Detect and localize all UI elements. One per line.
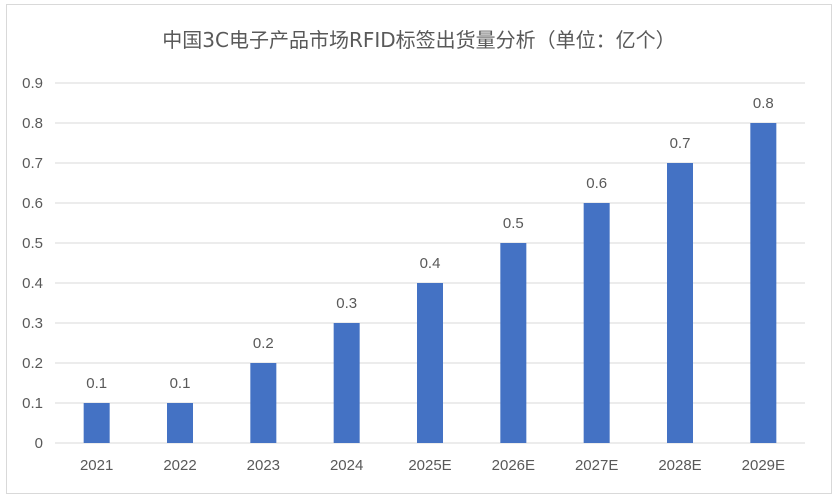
data-label: 0.7: [670, 135, 691, 152]
bar: [583, 203, 610, 443]
x-tick-label: 2026E: [492, 457, 535, 474]
bar: [167, 403, 193, 443]
bar: [250, 363, 277, 443]
data-label: 0.2: [253, 335, 274, 352]
y-tick-label: 0.4: [22, 275, 43, 292]
y-tick-label: 0.2: [22, 355, 43, 372]
x-tick-label: 2028E: [658, 457, 701, 474]
data-label: 0.5: [503, 215, 524, 232]
data-label: 0.1: [170, 375, 191, 392]
y-tick-label: 0.9: [22, 75, 43, 92]
data-label: 0.6: [586, 175, 607, 192]
x-tick-label: 2024: [330, 457, 363, 474]
chart-title: 中国3C电子产品市场RFID标签出货量分析（单位：亿个）: [162, 28, 676, 52]
x-tick-label: 2023: [247, 457, 280, 474]
data-label: 0.4: [420, 255, 441, 272]
y-tick-label: 0.7: [22, 155, 43, 172]
bar: [417, 283, 443, 443]
y-tick-label: 0.8: [22, 115, 43, 132]
bar: [667, 163, 693, 443]
x-tick-label: 2025E: [408, 457, 451, 474]
y-tick-label: 0.3: [22, 315, 43, 332]
y-tick-label: 0.5: [22, 235, 43, 252]
x-tick-label: 2021: [80, 457, 113, 474]
y-tick-label: 0: [35, 435, 43, 452]
bar: [750, 123, 777, 443]
y-tick-label: 0.6: [22, 195, 43, 212]
x-tick-label: 2029E: [742, 457, 785, 474]
y-tick-label: 0.1: [22, 395, 43, 412]
bar: [500, 243, 527, 443]
x-tick-label: 2022: [163, 457, 196, 474]
data-label: 0.1: [86, 375, 107, 392]
data-label: 0.3: [336, 295, 357, 312]
bar: [83, 403, 110, 443]
x-tick-label: 2027E: [575, 457, 618, 474]
bar: [333, 323, 360, 443]
data-label: 0.8: [753, 95, 774, 112]
